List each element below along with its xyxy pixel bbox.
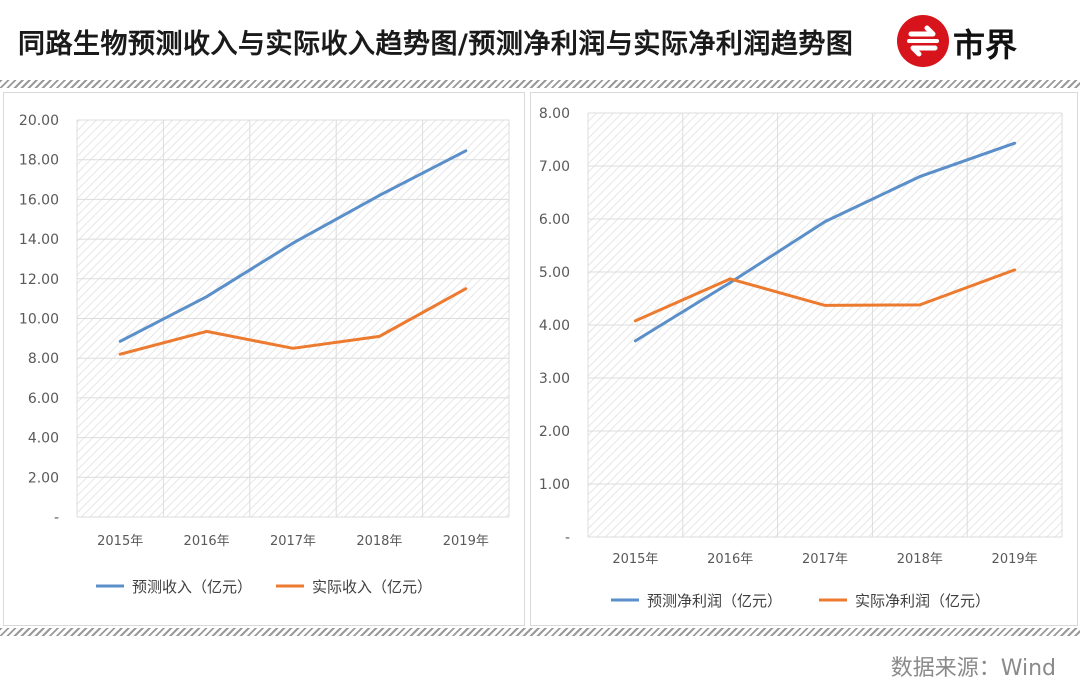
y-tick-label: 8.00 bbox=[539, 106, 570, 122]
x-tick-label: 2016年 bbox=[184, 534, 230, 549]
net-profit-chart: - 1.00 2.00 3.00 4.00 5.00 6.00 7.00 8.00 2015年 20… bbox=[539, 106, 1063, 610]
revenue-chart: - 2.00 4.00 6.00 8.00 10.00 12.00 14.00 16.00 18.… bbox=[19, 113, 510, 596]
logo-text: 市界 bbox=[953, 26, 1018, 64]
y-tick-label: 12.00 bbox=[19, 272, 59, 288]
x-tick-label: 2015年 bbox=[612, 552, 658, 567]
y-tick-label: 16.00 bbox=[19, 192, 59, 208]
footer-divider bbox=[0, 628, 1080, 636]
x-tick-label: 2016年 bbox=[707, 552, 753, 567]
logo-icon bbox=[897, 15, 949, 67]
x-tick-label: 2018年 bbox=[356, 534, 402, 549]
series-line-actual bbox=[118, 287, 468, 356]
x-tick-label: 2017年 bbox=[270, 534, 316, 549]
y-tick-label: 18.00 bbox=[19, 153, 59, 169]
x-tick-label: 2019年 bbox=[443, 534, 489, 549]
y-tick-label: 3.00 bbox=[539, 371, 570, 387]
x-tick-label: 2015年 bbox=[97, 534, 143, 549]
legend-label: 实际收入（亿元） bbox=[312, 578, 432, 596]
y-tick-label: 6.00 bbox=[28, 391, 59, 407]
y-tick-label: 8.00 bbox=[28, 351, 59, 367]
y-tick-label: 4.00 bbox=[28, 431, 59, 447]
source-note: 数据来源：Wind bbox=[890, 656, 1056, 681]
logo: 市界 bbox=[895, 12, 1045, 70]
y-tick-label: 20.00 bbox=[19, 113, 59, 129]
chart-panel-left: - 2.00 4.00 6.00 8.00 10.00 12.00 14.00 16.00 18.… bbox=[3, 92, 525, 626]
y-tick-label: 2.00 bbox=[539, 424, 570, 440]
chart-panel-right: - 1.00 2.00 3.00 4.00 5.00 6.00 7.00 8.00 2015年 20… bbox=[530, 92, 1078, 626]
series-line-forecast bbox=[633, 141, 1017, 343]
legend-label: 实际净利润（亿元） bbox=[855, 592, 990, 610]
y-tick-label: 5.00 bbox=[539, 265, 570, 281]
y-tick-label: 10.00 bbox=[19, 312, 59, 328]
x-tick-label: 2018年 bbox=[897, 552, 943, 567]
x-tick-label: 2017年 bbox=[802, 552, 848, 567]
y-tick-label: 1.00 bbox=[539, 477, 570, 493]
legend-label: 预测收入（亿元） bbox=[132, 578, 252, 596]
series-line-forecast bbox=[118, 149, 468, 343]
y-tick-label: 2.00 bbox=[28, 470, 59, 486]
y-tick-label: 7.00 bbox=[539, 159, 570, 175]
y-tick-label: 4.00 bbox=[539, 318, 570, 334]
header: 同路生物预测收入与实际收入趋势图/预测净利润与实际净利润趋势图 市界 bbox=[0, 0, 1080, 84]
header-divider bbox=[0, 80, 1080, 88]
x-tick-label: 2019年 bbox=[992, 552, 1038, 567]
series-line-actual bbox=[633, 268, 1017, 323]
y-tick-label: - bbox=[54, 510, 59, 526]
y-tick-label: 6.00 bbox=[539, 212, 570, 228]
legend-label: 预测净利润（亿元） bbox=[647, 592, 782, 610]
y-tick-label: 14.00 bbox=[19, 232, 59, 248]
page-title: 同路生物预测收入与实际收入趋势图/预测净利润与实际净利润趋势图 bbox=[18, 29, 854, 60]
y-tick-label: - bbox=[565, 530, 570, 546]
